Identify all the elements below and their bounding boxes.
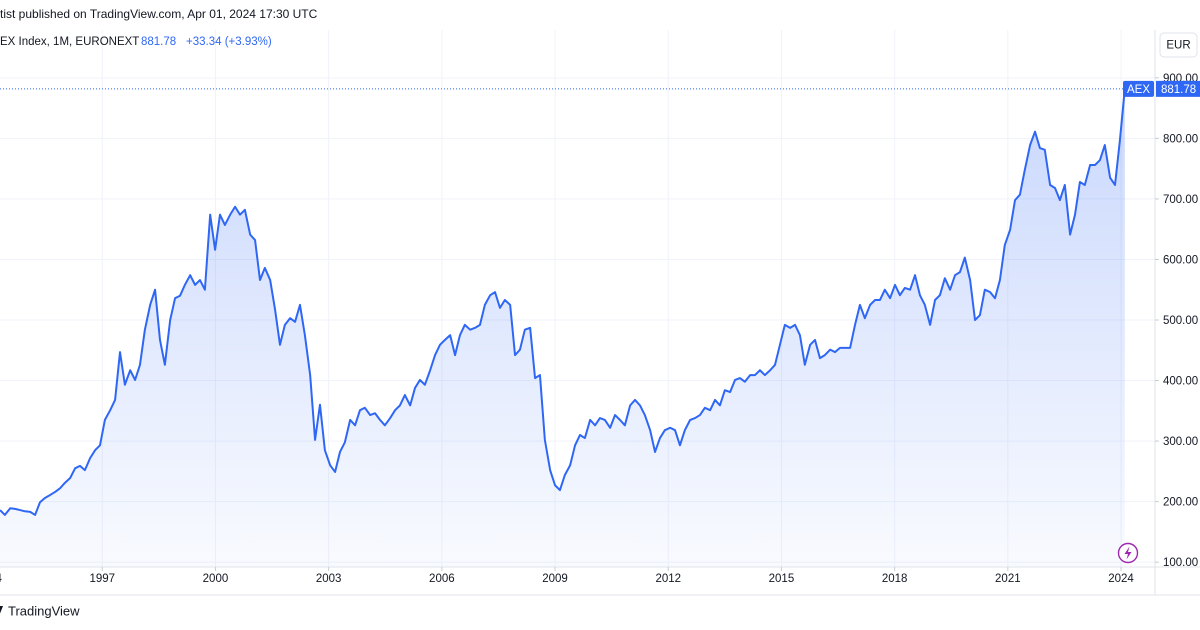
last-price-label: 881.78	[1161, 84, 1196, 96]
legend-change: +33.34 (+3.93%)	[186, 36, 272, 48]
y-tick-label: 300.00	[1163, 436, 1198, 448]
x-tick-label: 2015	[769, 573, 795, 585]
footer-logo: TradingView	[0, 603, 80, 618]
last-name-label: AEX	[1127, 84, 1150, 96]
last-name-tag	[1123, 80, 1154, 97]
legend-last-price: 881.78	[141, 36, 176, 48]
y-tick-label: 200.00	[1163, 497, 1198, 509]
y-tick-label: 800.00	[1163, 133, 1198, 145]
last-price-tag	[1156, 80, 1200, 97]
attribution: tist published on TradingView.com, Apr 0…	[0, 7, 318, 21]
lightning-icon[interactable]	[1124, 546, 1132, 560]
logo-mark	[0, 606, 3, 614]
area-fill	[0, 88, 1125, 568]
y-tick-label: 500.00	[1163, 315, 1198, 327]
x-tick-label: 2003	[316, 573, 342, 585]
x-tick-label: 2006	[429, 573, 455, 585]
y-tick-label: 400.00	[1163, 376, 1198, 388]
axes: 100.00 200.00 300.00 400.00 500.00 600.00 700.…	[0, 73, 1200, 585]
price-line	[0, 88, 1126, 516]
currency-label[interactable]: EUR	[1166, 40, 1190, 52]
x-tick-label: 2018	[882, 573, 908, 585]
y-tick-label: 600.00	[1163, 254, 1198, 266]
x-tick-label: 2012	[655, 573, 681, 585]
x-tick-label: 1997	[89, 573, 115, 585]
y-tick-label: 100.00	[1163, 557, 1198, 569]
y-tick-label: 700.00	[1163, 194, 1198, 206]
x-tick-label: 2000	[203, 573, 229, 585]
x-tick-label: 2021	[995, 573, 1021, 585]
footer-brand: TradingView	[8, 603, 80, 618]
plot-area	[0, 88, 1155, 568]
x-tick-label: 1994	[0, 573, 2, 585]
currency-button[interactable]	[1159, 32, 1198, 58]
x-tick-label: 2009	[542, 573, 568, 585]
legend-symbol: EX Index, 1M, EURONEXT	[0, 36, 139, 48]
x-tick-label: 2024	[1108, 573, 1134, 585]
lightning-button[interactable]	[1117, 542, 1139, 564]
